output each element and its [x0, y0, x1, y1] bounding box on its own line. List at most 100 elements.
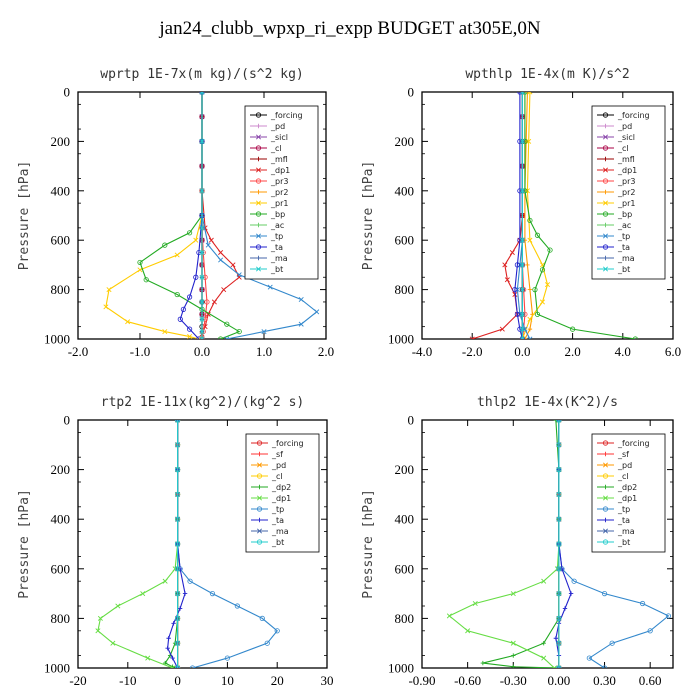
data-point_bt [199, 188, 205, 194]
x-tick-label: 0.00 [548, 673, 571, 688]
data-point_dp1 [162, 578, 168, 584]
data-point_tp [234, 603, 240, 609]
x-tick-label: 20 [271, 673, 284, 688]
data-point_tp [298, 321, 304, 327]
data-point_bt [175, 590, 181, 597]
data-point_tp [527, 336, 533, 339]
data-point_bp [532, 286, 538, 293]
x-tick-label: -2.0 [462, 344, 483, 359]
data-point_bt [199, 92, 205, 95]
data-point_tp [189, 665, 196, 668]
legend-marker [603, 123, 608, 129]
data-point_bt [199, 336, 205, 339]
legend-label: _cl [617, 472, 629, 481]
legend-marker [255, 233, 262, 239]
legend-marker [602, 495, 609, 501]
legend-label: _mfl [617, 155, 635, 164]
data-point_pr2 [525, 92, 530, 95]
y-tick-label: 200 [51, 462, 71, 477]
plot-area [446, 420, 672, 668]
legend-marker [256, 506, 263, 512]
legend-label: _tp [271, 505, 284, 514]
data-point_dp1 [110, 640, 116, 646]
legend-marker [602, 266, 609, 272]
legend-label: _ma [617, 254, 635, 263]
y-tick-label: 0 [64, 413, 71, 428]
data-point_pr1 [539, 299, 545, 305]
data-point_ta [165, 645, 170, 651]
legend-marker [602, 440, 609, 446]
data-point_bt [519, 311, 525, 317]
legend-marker [257, 451, 262, 457]
data-point_bt [519, 188, 525, 194]
legend-marker [603, 156, 608, 162]
y-tick-label: 1000 [44, 332, 70, 347]
legend-marker [603, 451, 608, 457]
legend-label: _ta [617, 516, 630, 525]
legend-marker [603, 255, 608, 261]
data-point_bt [199, 274, 205, 280]
data-point_pr1 [174, 252, 180, 258]
data-point_dp1 [499, 326, 505, 332]
legend-marker [256, 222, 261, 228]
legend-label: _sf [617, 450, 629, 459]
legend-marker [602, 112, 609, 118]
data-point_bp [174, 291, 180, 298]
data-point_dp1 [218, 250, 224, 256]
data-point_bp [534, 311, 541, 317]
x-tick-label: 6.0 [665, 344, 681, 359]
legend-marker [255, 266, 262, 272]
legend-marker [255, 145, 262, 151]
data-point_bt [199, 299, 205, 305]
data-point_bt [199, 225, 205, 231]
x-tick-label: 2.0 [318, 344, 334, 359]
data-point_tp [218, 257, 224, 263]
data-point_pr1 [125, 319, 131, 325]
panel-1: wprtp 1E-7x(m kg)/(s^2 kg) Pressure [hPa]… [17, 67, 334, 359]
series-line_ta [514, 92, 523, 339]
legend-label: _sicl [617, 133, 635, 142]
y-tick-label: 600 [51, 233, 71, 248]
legend-label: _pr1 [270, 199, 288, 208]
data-point_tp [314, 309, 320, 315]
data-point_dp1 [469, 336, 475, 339]
data-point_ta [512, 286, 518, 293]
data-point_bt [556, 590, 562, 597]
data-point_dp1 [145, 655, 151, 661]
data-point_ta [559, 566, 565, 571]
data-point_pr1 [527, 316, 533, 322]
data-point_tp [259, 615, 265, 622]
data-point_dp1 [510, 591, 516, 597]
data-point_tp [647, 628, 653, 634]
page-title: jan24_clubb_wpxp_ri_expp BUDGET at305E,0… [159, 18, 541, 39]
data-point_bt [199, 329, 205, 335]
legend-marker [255, 167, 262, 173]
data-point_ta [193, 274, 199, 280]
legend-label: _pr2 [617, 188, 635, 197]
data-point_bt [175, 466, 181, 473]
data-point_bp [534, 232, 541, 238]
x-tick-label: -20 [69, 673, 86, 688]
data-point_tp [601, 665, 608, 668]
x-tick-label: 1.0 [256, 344, 272, 359]
data-point_pr2 [527, 326, 533, 332]
panel-title: thlp2 1E-4x(K^2)/s [477, 395, 618, 410]
plot-frame [77, 419, 328, 669]
legend: _forcing _sf _pd _cl _dp2 _dp1 _tp _ta _ma _bt [591, 433, 666, 553]
panel-title: rtp2 1E-11x(kg^2)/(kg^2 s) [101, 395, 305, 410]
legend-label: _cl [271, 472, 283, 481]
data-point_dp1 [541, 578, 547, 584]
data-point_pr2 [525, 262, 530, 268]
data-point_dp1 [551, 665, 557, 668]
x-tick-label: -0.30 [500, 673, 527, 688]
legend-marker [255, 112, 262, 118]
legend-marker [256, 123, 261, 129]
panel-title: wpthlp 1E-4x(m K)/s^2 [465, 67, 629, 82]
data-point_bp [143, 277, 149, 283]
y-tick-label: 800 [395, 611, 415, 626]
legend-label: _tp [617, 505, 630, 514]
legend-label: _ma [270, 254, 288, 263]
x-tick-label: 0.30 [593, 673, 616, 688]
legend-label: _pr2 [270, 188, 288, 197]
